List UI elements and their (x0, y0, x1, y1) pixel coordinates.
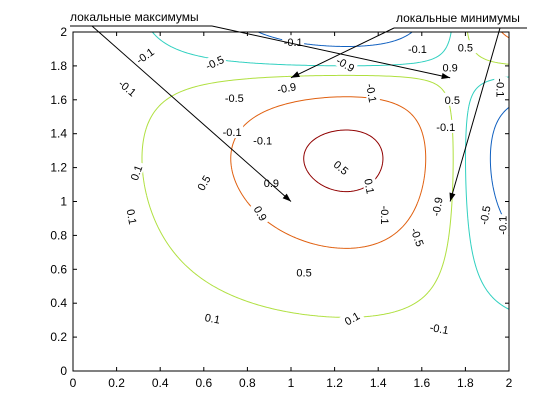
contour-label-bg (441, 92, 464, 106)
contour-label-bg (332, 52, 359, 75)
contour-label: -0.9 (430, 196, 445, 217)
annotation-arrow-head (282, 193, 291, 202)
contour-level-0.9 (303, 129, 384, 193)
x-tick-label: 1.8 (457, 376, 474, 390)
x-tick-label: 1.6 (413, 376, 430, 390)
x-tick-label: 1.4 (370, 376, 387, 390)
contour-label-bg (408, 224, 428, 250)
contour-label: -0.1 (497, 216, 509, 235)
axis-ticks: 0 0.2 0.4 0.6 0.8 1 1.2 1.4 1.6 1.8 2 0 0.2 0.4 0.6 0.8… (50, 25, 512, 390)
x-tick-label: 1 (288, 376, 295, 390)
contour-label: -0.1 (429, 322, 450, 337)
y-tick-label: 0.4 (50, 296, 67, 310)
y-tick-label: 0.6 (50, 262, 67, 276)
contour-label: -0.1 (493, 78, 505, 97)
y-tick-label: 0.2 (50, 330, 67, 344)
contour-label-bg (434, 119, 457, 133)
contour-label: 0.9 (442, 63, 457, 75)
contour-label: -0.1 (436, 122, 455, 134)
x-tick-label: 0.8 (239, 376, 256, 390)
x-tick-label: 0.4 (152, 376, 169, 390)
y-tick-label: 1 (60, 195, 67, 209)
y-tick-label: 1.6 (50, 93, 67, 107)
contour-label-bg (495, 214, 509, 237)
contour-label: 0.5 (296, 268, 311, 280)
annotation-arrow-line (290, 27, 395, 79)
contour-label: 0.1 (129, 164, 146, 182)
contour-label: -0.1 (378, 206, 390, 225)
annotation-maxima-label: локальные максимумы (70, 10, 199, 24)
contour-label-bg (494, 76, 508, 99)
contour-label-bg (115, 75, 141, 100)
contour-label: 0.1 (204, 312, 221, 326)
contour-label: 0.5 (445, 95, 460, 107)
contour-label-bg (125, 159, 146, 186)
contour-label-bg (339, 306, 365, 330)
contour-label-bg (454, 40, 477, 54)
x-tick-label: 2 (506, 376, 513, 390)
contour-label: -0.5 (478, 205, 493, 226)
contour-label-bg (427, 319, 452, 337)
contour-level-0.1 (141, 31, 510, 318)
contour-label-bg (223, 91, 246, 105)
contour-label-bg (200, 309, 225, 327)
contour-label-bg (293, 265, 316, 279)
contour-label-bg (406, 41, 429, 55)
contour-label-bg (428, 194, 445, 219)
contour-label: -0.1 (408, 44, 427, 56)
annotation-arrow-line (211, 25, 451, 79)
contour-label: 0.5 (458, 42, 473, 54)
annotation-arrow-head (291, 71, 300, 78)
x-tick-label: 0 (70, 376, 77, 390)
contour-label-bg (192, 169, 215, 196)
contour-label-bg (476, 203, 493, 227)
contour-label-bg (274, 79, 299, 96)
y-tick-label: 0 (60, 364, 67, 378)
annotation-arrow-line (449, 27, 501, 202)
x-tick-label: 0.6 (195, 376, 212, 390)
x-tick-label: 1.2 (326, 376, 343, 390)
annotation-arrow-line (91, 25, 292, 202)
y-tick-label: 1.2 (50, 161, 67, 175)
contour-label: -0.5 (225, 93, 244, 105)
annotation-arrow-head (449, 192, 456, 202)
contour-label: -0.9 (276, 81, 297, 96)
x-tick-label: 0.2 (108, 376, 125, 390)
annotations: локальные максимумы локальные минимумы (70, 10, 527, 202)
contour-label: -0.1 (253, 135, 272, 147)
contour-label-bg (361, 174, 379, 199)
contour-label-bg (328, 155, 355, 180)
contour-label: 0.1 (361, 178, 375, 195)
contour-label: 0.1 (124, 208, 138, 225)
contour-label-bg (131, 43, 158, 67)
y-tick-label: 2 (60, 25, 67, 39)
y-tick-label: 0.8 (50, 228, 67, 242)
contour-label-bg (221, 125, 244, 139)
contour-label-bg (363, 80, 381, 105)
y-tick-label: 1.8 (50, 59, 67, 73)
contour-label: -0.1 (223, 127, 242, 139)
contour-label-bg (251, 133, 274, 147)
contour-label-bg (378, 204, 392, 227)
annotation-arrow-head (441, 72, 451, 79)
contour-label-bg (439, 60, 462, 74)
contour-label-bg (201, 51, 228, 73)
contour-label-bg (124, 204, 141, 229)
annotation-minima-label: локальные минимумы (396, 11, 520, 25)
contour-label: -0.1 (363, 83, 378, 104)
y-tick-label: 1.4 (50, 127, 67, 141)
contour-label-bg (249, 200, 273, 226)
